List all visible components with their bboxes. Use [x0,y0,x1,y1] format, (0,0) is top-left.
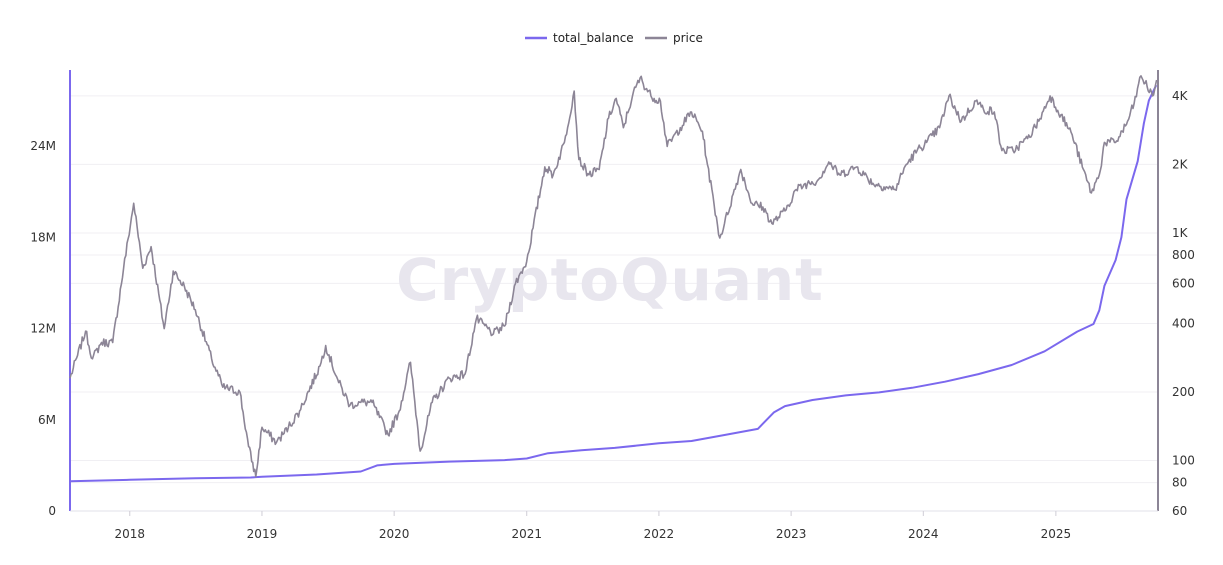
left-y-tick-label: 24M [30,139,56,153]
x-tick-label: 2022 [644,527,675,541]
legend-label: total_balance [553,31,634,45]
right-y-tick-label: 800 [1172,248,1195,262]
x-tick-label: 2020 [379,527,410,541]
left-y-tick-label: 12M [30,322,56,336]
right-y-tick-label: 4K [1172,89,1189,103]
left-y-tick-label: 0 [48,504,56,518]
series-layer [69,75,1158,483]
watermark-text: CryptoQuant [396,246,824,314]
series-line-total-balance [69,84,1158,483]
series-line-price [69,75,1158,478]
right-y-tick-label: 80 [1172,476,1187,490]
left-y-tick-label: 6M [38,413,56,427]
x-tick-label: 2023 [776,527,807,541]
x-tick-label: 2018 [114,527,145,541]
right-y-tick-label: 600 [1172,276,1195,290]
axis-layer: 0 6M 12M 18M 24M 60 80 100 200 400 600 800 1K 2K 4K 201… [30,70,1195,541]
x-tick-label: 2024 [908,527,939,541]
right-y-tick-label: 400 [1172,317,1195,331]
left-y-tick-label: 18M [30,230,56,244]
legend-label: price [673,31,703,45]
right-y-tick-label: 200 [1172,385,1195,399]
legend: total_balance price [525,31,703,45]
x-tick-label: 2021 [511,527,542,541]
right-y-tick-label: 2K [1172,157,1189,171]
legend-item-total-balance[interactable]: total_balance [525,31,634,45]
right-y-tick-label: 1K [1172,226,1189,240]
right-y-tick-label: 100 [1172,454,1195,468]
right-y-tick-label: 60 [1172,504,1187,518]
legend-item-price[interactable]: price [645,31,703,45]
x-tick-label: 2025 [1041,527,1072,541]
x-tick-label: 2019 [247,527,278,541]
